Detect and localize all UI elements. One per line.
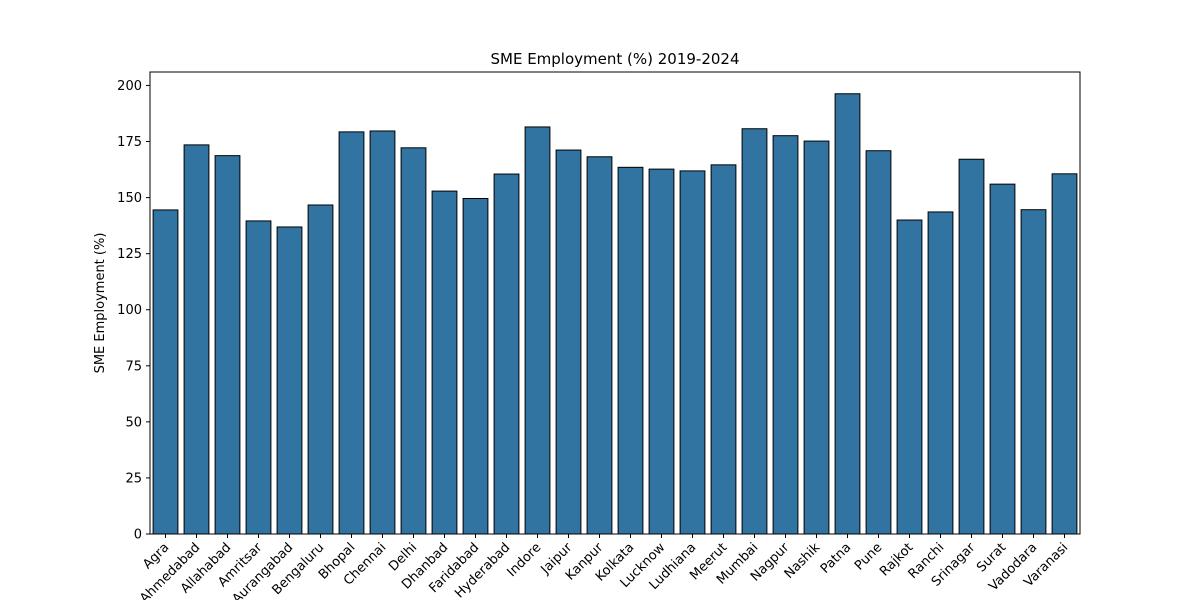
bar-ahmedabad xyxy=(183,144,210,535)
bar-bengaluru xyxy=(307,204,334,535)
plot-frame xyxy=(149,71,1081,535)
y-tick-label: 175 xyxy=(117,135,142,150)
bar-ludhiana xyxy=(679,170,706,535)
bars-group xyxy=(152,93,1078,535)
y-tick-label: 150 xyxy=(117,191,142,206)
bar-dhanbad xyxy=(431,190,458,535)
x-tick-label: Indore xyxy=(504,540,544,580)
y-tick-label: 125 xyxy=(117,247,142,262)
chart-title: SME Employment (%) 2019-2024 xyxy=(490,50,739,68)
bar-lucknow xyxy=(648,168,675,535)
y-tick-label: 200 xyxy=(117,79,142,94)
bar-varanasi xyxy=(1051,173,1078,535)
bar-patna xyxy=(834,93,861,535)
bar-amritsar xyxy=(245,220,272,535)
x-tick-label: Patna xyxy=(818,540,854,576)
bar-kanpur xyxy=(586,156,613,535)
bar-nagpur xyxy=(772,135,799,535)
y-tick-label: 75 xyxy=(125,359,142,374)
bar-agra xyxy=(152,209,179,535)
y-tick-label: 50 xyxy=(125,415,142,430)
y-tick-label: 25 xyxy=(125,471,142,486)
y-tick-label: 100 xyxy=(117,303,142,318)
bar-delhi xyxy=(400,147,427,535)
bar-hyderabad xyxy=(493,173,520,535)
y-tick-label: 0 xyxy=(134,528,142,543)
bar-aurangabad xyxy=(276,226,303,535)
y-axis: 0 25 50 75 100 125 150 175 200 xyxy=(117,79,150,543)
bar-bhopal xyxy=(338,131,365,535)
bar-chennai xyxy=(369,130,396,535)
bar-vadodara xyxy=(1020,209,1047,535)
bar-allahabad xyxy=(214,155,241,535)
x-tick-label: Nashik xyxy=(782,540,824,582)
bar-pune xyxy=(865,150,892,535)
bar-faridabad xyxy=(462,197,489,535)
bar-srinagar xyxy=(958,158,985,535)
bar-surat xyxy=(989,183,1016,535)
bar-meerut xyxy=(710,164,737,535)
x-axis: AgraAhmedabadAllahabadAmritsarAurangabad… xyxy=(137,534,1071,600)
bar-ranchi xyxy=(927,211,954,535)
bar-nashik xyxy=(803,140,830,535)
bar-kolkata xyxy=(617,166,644,535)
bar-rajkot xyxy=(896,219,923,535)
bar-jaipur xyxy=(555,149,582,535)
bar-indore xyxy=(524,126,551,535)
bar-mumbai xyxy=(741,128,768,535)
y-axis-label: SME Employment (%) xyxy=(93,233,108,374)
